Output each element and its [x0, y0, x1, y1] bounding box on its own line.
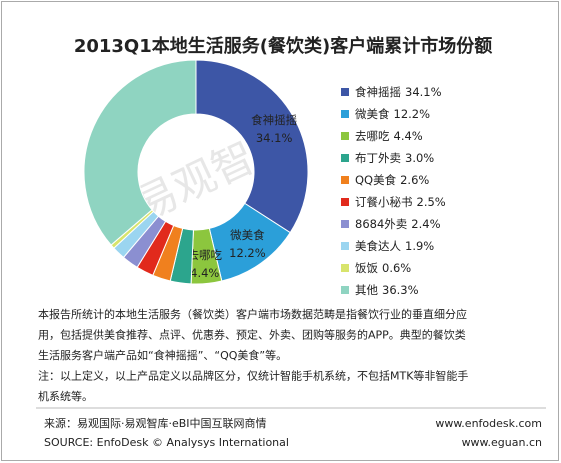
chart-title: 2013Q1本地生活服务(餐饮类)客户端累计市场份额 [74, 35, 492, 57]
legend-value: 0.6% [382, 261, 411, 275]
legend-swatch [341, 242, 349, 250]
slice-label: 微美食 [230, 228, 265, 242]
legend-swatch [341, 286, 349, 294]
legend-label: QQ美食 2.6% [355, 173, 429, 187]
website: www.enfodesk.com [435, 417, 542, 430]
legend-swatch [341, 154, 349, 162]
slice [83, 59, 197, 246]
slice-label: 食神摇摇 [251, 113, 297, 127]
legend-name: 微美食 [355, 107, 390, 121]
legend-value: 12.2% [394, 107, 431, 121]
legend-value: 2.5% [417, 195, 446, 209]
legend-name: 其他 [355, 283, 378, 297]
legend-label: 美食达人 1.9% [355, 239, 434, 253]
legend-label: 8684外卖 2.4% [355, 217, 441, 231]
legend-name: 食神摇摇 [355, 85, 401, 99]
source-line: SOURCE: EnfoDesk © Analysys Internationa… [44, 436, 289, 449]
note-line: 用，包括提供美食推荐、点评、优惠券、预定、外卖、团购等服务的APP。典型的餐饮类 [38, 328, 466, 342]
legend-label: 去哪吃 4.4% [355, 129, 423, 143]
legend-label: 饭饭 0.6% [355, 261, 411, 275]
slice-value: 4.4% [190, 266, 219, 280]
legend-name: 饭饭 [355, 261, 378, 275]
legend-swatch [341, 132, 349, 140]
note-line: 注：以上定义，以上产品定义以品牌区分，仅统计智能手机系统，不包括MTK等非智能手 [38, 369, 468, 383]
legend-label: 食神摇摇 34.1% [355, 85, 442, 99]
legend-swatch [341, 88, 349, 96]
slice-label: 去哪吃 [188, 248, 223, 262]
legend-value: 3.0% [405, 151, 434, 165]
legend-value: 2.6% [400, 173, 429, 187]
legend-value: 4.4% [394, 129, 423, 143]
legend-label: 其他 36.3% [355, 283, 419, 297]
legend-label: 订餐小秘书 2.5% [355, 195, 446, 209]
legend-value: 36.3% [382, 283, 419, 297]
legend-swatch [341, 176, 349, 184]
slice-value: 12.2% [229, 246, 266, 260]
slice [195, 59, 309, 234]
legend-swatch [341, 220, 349, 228]
note-line: 生活服务客户端产品如“食神摇摇”、“QQ美食”等。 [38, 348, 287, 362]
note-line: 机系统等。 [38, 389, 93, 403]
legend-name: 8684外卖 [355, 217, 407, 231]
source-line: 来源：易观国际·易观智库·eBI中国互联网商情 [44, 416, 267, 430]
website: www.eguan.cn [462, 436, 542, 449]
legend-swatch [341, 198, 349, 206]
legend-label: 微美食 12.2% [355, 107, 430, 121]
legend-name: 订餐小秘书 [355, 195, 413, 209]
legend-name: QQ美食 [355, 173, 397, 187]
note-line: 本报告所统计的本地生活服务（餐饮类）客户端市场数据范畴是指餐饮行业的垂直细分应 [38, 307, 467, 321]
legend-value: 2.4% [411, 217, 440, 231]
legend-name: 美食达人 [355, 239, 401, 253]
legend-value: 34.1% [405, 85, 442, 99]
legend-name: 去哪吃 [355, 129, 390, 143]
legend-swatch [341, 110, 349, 118]
legend-label: 布丁外卖 3.0% [355, 151, 434, 165]
slice-value: 34.1% [256, 131, 293, 145]
legend-value: 1.9% [405, 239, 434, 253]
legend-name: 布丁外卖 [355, 151, 401, 165]
legend-swatch [341, 264, 349, 272]
